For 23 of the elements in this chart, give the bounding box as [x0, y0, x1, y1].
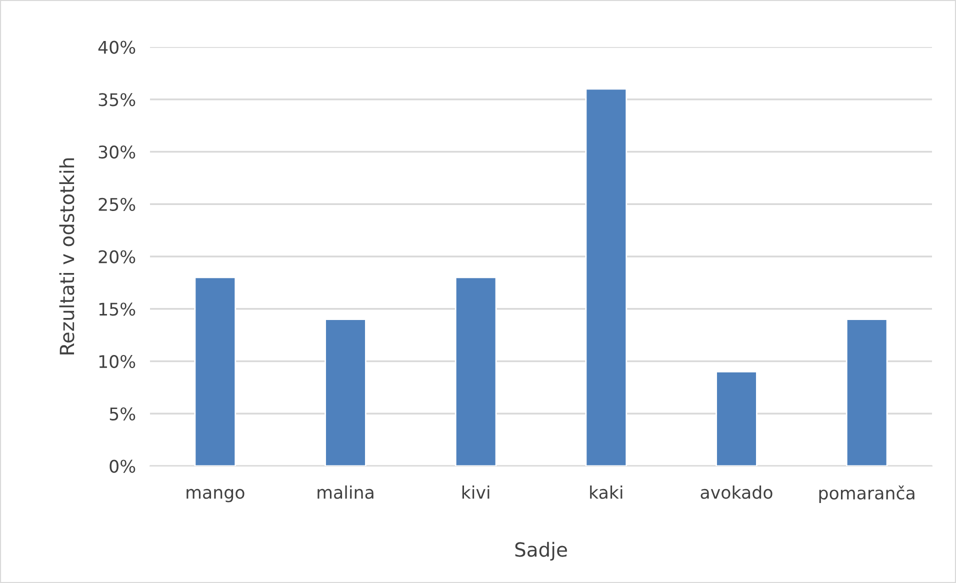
bar: [585, 88, 628, 466]
x-tick-label: kaki: [590, 485, 622, 499]
y-tick-label: 5%: [110, 407, 136, 420]
bar: [846, 318, 888, 466]
x-tick-label: avokado: [700, 485, 772, 499]
bar: [454, 276, 497, 466]
bar: [716, 371, 758, 466]
x-tick-label: mango: [186, 488, 244, 502]
x-axis-title: Sadje: [515, 542, 567, 561]
x-tick-label: malina: [318, 485, 374, 499]
y-tick-label: 0%: [110, 460, 136, 473]
y-tick-label: 40%: [98, 40, 136, 54]
y-tick-label: 25%: [98, 198, 136, 211]
x-tick-label: kivi: [462, 485, 490, 499]
y-tick-label: 35%: [98, 93, 136, 106]
bar: [324, 318, 366, 466]
y-tick-label: 30%: [98, 145, 136, 159]
y-tick-label: 15%: [99, 302, 136, 316]
x-tick-label: pomaranča: [819, 485, 914, 503]
y-axis-title: Rezultati v odstotkih: [59, 158, 74, 354]
y-tick-label: 10%: [99, 354, 136, 368]
y-tick-label: 20%: [98, 250, 136, 264]
bar: [194, 276, 236, 466]
